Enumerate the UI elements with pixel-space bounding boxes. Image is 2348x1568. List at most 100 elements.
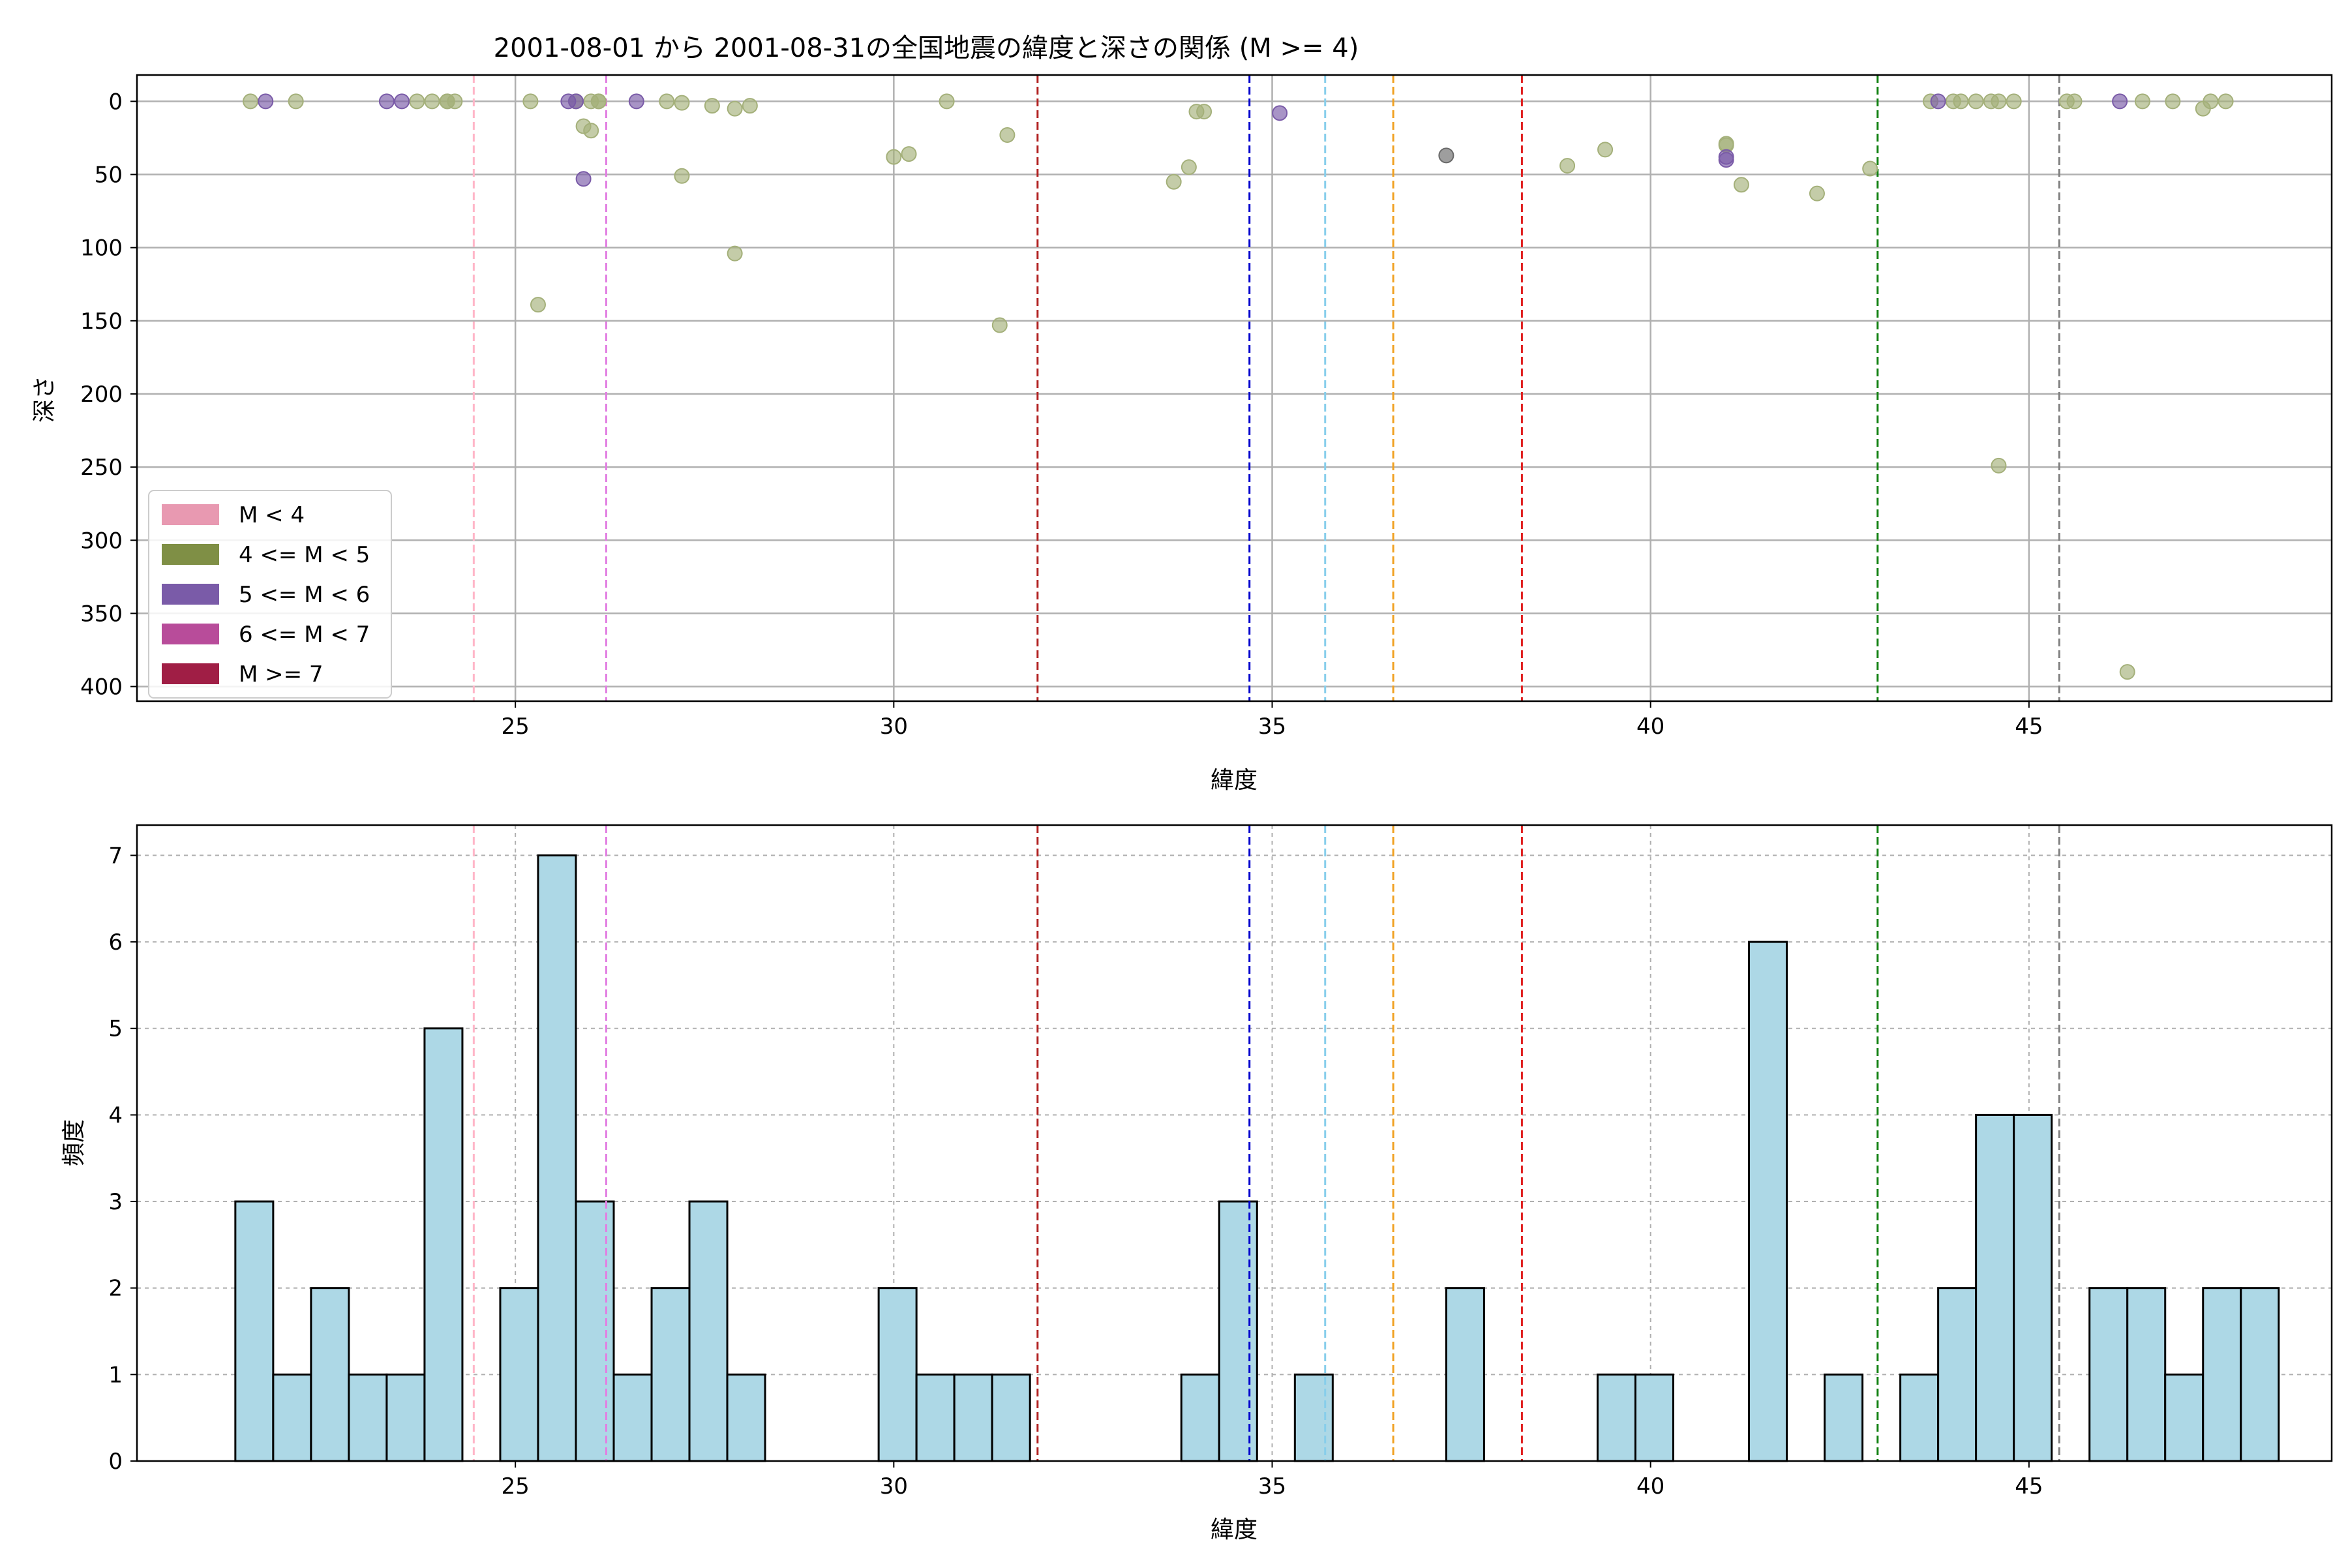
legend-label: 4 <= M < 5 bbox=[239, 542, 370, 568]
scatter-point bbox=[243, 93, 259, 110]
scatter-point bbox=[1438, 147, 1454, 164]
scatter-point bbox=[727, 100, 743, 117]
legend-label: 6 <= M < 7 bbox=[239, 622, 370, 648]
histogram-bar bbox=[2088, 1287, 2129, 1462]
y-tick-label: 5 bbox=[108, 1016, 123, 1042]
scatter-y-ticks: 0 50 100 150 200 250 300 350 400 bbox=[80, 89, 137, 701]
x-tick-label: 25 bbox=[502, 714, 530, 740]
scatter-point bbox=[999, 127, 1016, 143]
histogram-bar bbox=[1634, 1373, 1674, 1462]
scatter-point bbox=[424, 93, 440, 110]
histogram-bar bbox=[310, 1287, 350, 1462]
x-tick-label: 40 bbox=[1636, 714, 1664, 740]
y-tick-label: 1 bbox=[108, 1362, 123, 1388]
scatter-point bbox=[886, 149, 902, 165]
legend: M < 4 4 <= M < 5 5 <= M < 6 6 <= M < 7 M >= … bbox=[148, 490, 392, 699]
scatter-point bbox=[568, 93, 584, 110]
histogram-bar bbox=[272, 1373, 312, 1462]
scatter-point bbox=[901, 146, 917, 162]
y-tick-label: 2 bbox=[108, 1276, 123, 1302]
chart-title: 2001-08-01 から 2001-08-31の全国地震の緯度と深さの関係 (… bbox=[494, 33, 1359, 63]
histogram-bar bbox=[726, 1373, 766, 1462]
y-tick-label: 150 bbox=[80, 309, 123, 335]
scatter-point bbox=[447, 93, 463, 110]
scatter-point bbox=[1559, 158, 1576, 174]
histogram-y-ticks: 0 1 2 3 4 5 6 7 bbox=[108, 843, 137, 1475]
scatter-y-label: 深さ bbox=[31, 376, 58, 423]
x-tick-label: 40 bbox=[1636, 1473, 1664, 1500]
histogram-bar bbox=[1748, 941, 1788, 1462]
y-tick-label: 6 bbox=[108, 929, 123, 956]
scatter-point bbox=[258, 93, 274, 110]
histogram-bar bbox=[991, 1373, 1031, 1462]
y-tick-label: 3 bbox=[108, 1189, 123, 1215]
histogram-bar bbox=[423, 1027, 464, 1462]
legend-label: 5 <= M < 6 bbox=[239, 582, 370, 608]
scatter-point bbox=[2006, 93, 2022, 110]
scatter-point bbox=[1809, 185, 1825, 202]
scatter-reference-lines bbox=[472, 75, 2060, 701]
histogram-bar bbox=[575, 1200, 615, 1462]
scatter-point bbox=[2119, 664, 2135, 680]
legend-swatch bbox=[162, 504, 219, 525]
legend-swatch bbox=[162, 584, 219, 605]
y-tick-label: 50 bbox=[95, 162, 123, 188]
histogram-reference-lines bbox=[472, 825, 2060, 1461]
histogram-bar bbox=[1218, 1200, 1258, 1462]
scatter-point bbox=[409, 93, 425, 110]
scatter-point bbox=[1718, 152, 1734, 168]
scatter-point bbox=[727, 245, 743, 262]
y-tick-label: 350 bbox=[80, 601, 123, 627]
scatter-point bbox=[1597, 142, 1614, 158]
x-tick-label: 25 bbox=[502, 1473, 530, 1500]
histogram-bar bbox=[612, 1373, 653, 1462]
legend-swatch bbox=[162, 544, 219, 565]
legend-swatch bbox=[162, 663, 219, 684]
x-tick-label: 30 bbox=[880, 714, 908, 740]
scatter-point bbox=[674, 168, 690, 184]
x-tick-label: 30 bbox=[880, 1473, 908, 1500]
scatter-point bbox=[991, 317, 1008, 333]
x-tick-label: 45 bbox=[2015, 714, 2043, 740]
legend-label: M >= 7 bbox=[239, 661, 324, 687]
scatter-point bbox=[378, 93, 395, 110]
scatter-point bbox=[659, 93, 675, 110]
scatter-point bbox=[628, 93, 644, 110]
y-tick-label: 7 bbox=[108, 843, 123, 869]
histogram-bars bbox=[234, 854, 2280, 1462]
histogram-bar bbox=[1293, 1373, 1334, 1462]
histogram-bar bbox=[1899, 1373, 1940, 1462]
scatter-frame bbox=[136, 74, 2333, 702]
y-tick-label: 0 bbox=[108, 1449, 123, 1475]
y-tick-label: 250 bbox=[80, 455, 123, 481]
histogram-bar bbox=[1975, 1113, 2015, 1462]
scatter-point bbox=[530, 297, 546, 313]
histogram-bar bbox=[688, 1200, 729, 1462]
y-tick-label: 100 bbox=[80, 235, 123, 262]
legend-swatch bbox=[162, 624, 219, 644]
histogram-bar bbox=[1445, 1287, 1485, 1462]
scatter-point bbox=[704, 98, 720, 114]
scatter-points bbox=[243, 93, 2234, 680]
histogram-bar bbox=[1596, 1373, 1636, 1462]
scatter-point bbox=[575, 171, 592, 187]
histogram-x-ticks: 25 30 35 40 45 bbox=[502, 1461, 2043, 1500]
histogram-x-label: 緯度 bbox=[1211, 1516, 1257, 1543]
legend-box bbox=[148, 490, 392, 699]
scatter-point bbox=[1968, 93, 1984, 110]
scatter-point bbox=[288, 93, 304, 110]
histogram-bar bbox=[2126, 1287, 2167, 1462]
scatter-point bbox=[2203, 93, 2219, 110]
scatter-point bbox=[742, 98, 758, 114]
scatter-point bbox=[522, 93, 539, 110]
scatter-axes: 25 30 35 40 45 0 50 100 150 200 250 300 350 400 緯度 深… bbox=[31, 74, 2333, 794]
scatter-point bbox=[2165, 93, 2181, 110]
scatter-point bbox=[939, 93, 955, 110]
x-tick-label: 35 bbox=[1258, 714, 1286, 740]
scatter-point bbox=[1930, 93, 1946, 110]
y-tick-label: 0 bbox=[108, 89, 123, 115]
scatter-point bbox=[1181, 159, 1197, 175]
histogram-bar bbox=[2240, 1287, 2280, 1462]
scatter-x-label: 緯度 bbox=[1211, 767, 1257, 794]
